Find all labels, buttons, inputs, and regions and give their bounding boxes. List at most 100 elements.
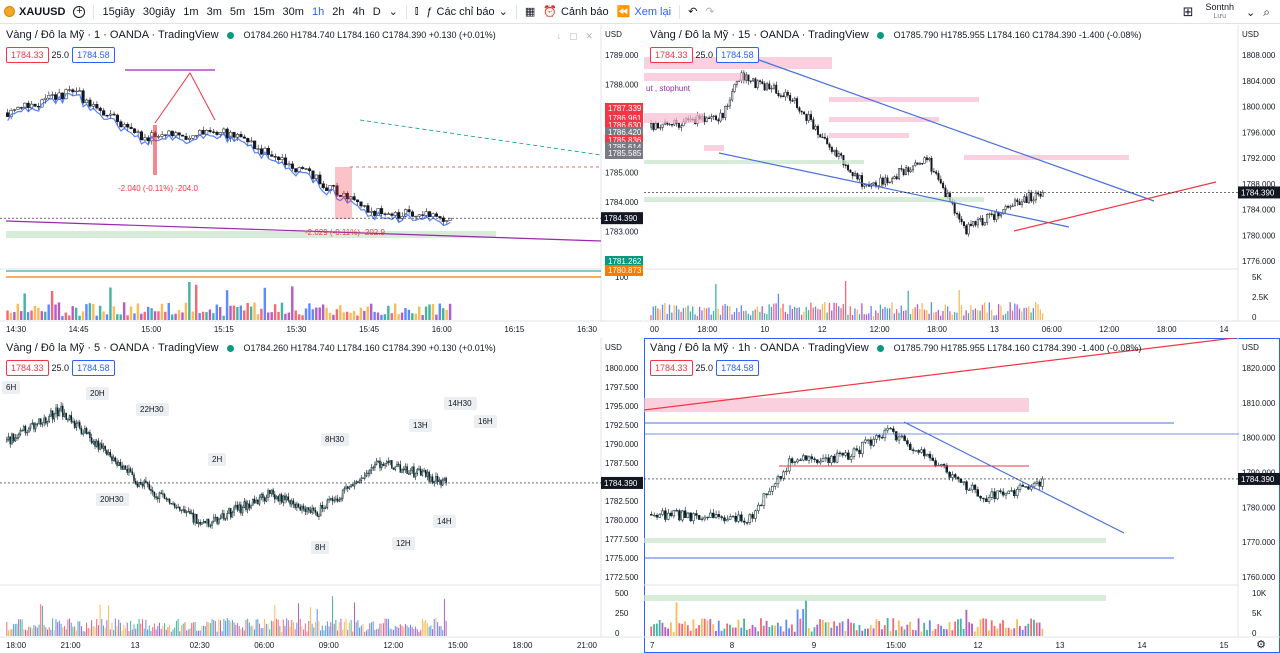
candle-body bbox=[793, 98, 796, 101]
close-icon[interactable]: ✕ bbox=[585, 31, 593, 41]
volume-bar bbox=[326, 621, 328, 636]
interval-2h[interactable]: 2h bbox=[332, 5, 345, 18]
interval-1m[interactable]: 1m bbox=[183, 5, 199, 18]
chart-canvas[interactable]: 1820.0001810.0001800.0001790.0001780.000… bbox=[644, 338, 1280, 653]
sell-button[interactable]: 1784.33 bbox=[6, 47, 49, 63]
candle-body bbox=[1027, 192, 1030, 204]
time-tick-label: 21:00 bbox=[61, 641, 82, 650]
volume-bar bbox=[962, 629, 965, 636]
volume-bar bbox=[44, 311, 47, 320]
volume-bar bbox=[208, 309, 212, 320]
chart-canvas[interactable]: 1808.000 1804.000 1800.000 1796.000 1792.000… bbox=[644, 25, 1280, 337]
interval-5m[interactable]: 5m bbox=[229, 5, 246, 18]
settings-gear-icon[interactable]: ⚙ bbox=[1256, 639, 1266, 651]
volume-bar bbox=[802, 609, 805, 636]
volume-bar bbox=[682, 307, 685, 320]
candle-body bbox=[126, 124, 130, 128]
volume-bar bbox=[748, 628, 751, 636]
volume-bar bbox=[359, 307, 363, 320]
volume-bar bbox=[172, 629, 174, 636]
chart-canvas[interactable]: 1800.000 1797.500 1795.000 1792.500 1790.000… bbox=[0, 338, 643, 653]
maximize-icon[interactable]: ▢ bbox=[568, 31, 578, 41]
candle-body bbox=[369, 210, 373, 213]
price-tick-label: 1772.500 bbox=[605, 573, 639, 582]
chart-title[interactable]: Vàng / Đô la Mỹ · 15 · OANDA · TradingVi… bbox=[650, 29, 869, 41]
indicators-button[interactable]: ƒ Các chỉ báo ⌄ bbox=[426, 5, 508, 19]
candle-body bbox=[816, 125, 819, 135]
candle-body bbox=[661, 123, 664, 128]
chart-title[interactable]: Vàng / Đô la Mỹ · 1h · OANDA · TradingVi… bbox=[650, 342, 869, 354]
chart-pane-3[interactable]: 1800.000 1797.500 1795.000 1792.500 1790.000… bbox=[0, 338, 643, 653]
candle-body bbox=[1009, 205, 1012, 208]
time-tick-label: 15:15 bbox=[214, 325, 235, 334]
alert-button[interactable]: ⏰ Cảnh báo bbox=[543, 5, 609, 19]
candle-body bbox=[787, 458, 791, 472]
volume-bar bbox=[902, 310, 905, 320]
sell-button[interactable]: 1784.33 bbox=[650, 360, 693, 376]
volume-bar bbox=[884, 307, 886, 320]
search-button[interactable]: ⌕ bbox=[1259, 0, 1280, 24]
arrow-down-icon[interactable]: ↓ bbox=[556, 31, 561, 41]
interval-D[interactable]: D bbox=[372, 5, 381, 18]
buy-button[interactable]: 1784.58 bbox=[716, 47, 759, 63]
redo-button[interactable]: ↷ bbox=[701, 0, 718, 24]
templates-button[interactable]: ▦ bbox=[521, 0, 539, 24]
candle-body bbox=[789, 95, 792, 101]
chart-pane-1[interactable]: 1789.0001788.0001787.0001786.0001785.000… bbox=[0, 25, 643, 337]
candle-body bbox=[345, 193, 349, 200]
buy-button[interactable]: 1784.58 bbox=[72, 47, 115, 63]
account-dropdown-button[interactable]: ⌄ bbox=[1242, 0, 1259, 24]
interval-15m[interactable]: 15m bbox=[253, 5, 275, 18]
chart-pane-2[interactable]: 1808.000 1804.000 1800.000 1796.000 1792.000… bbox=[644, 25, 1280, 337]
quote-panel: 1784.33 25.0 1784.58 bbox=[6, 47, 115, 63]
volume-bar bbox=[387, 618, 389, 636]
volume-bar bbox=[867, 628, 869, 636]
undo-button[interactable]: ↶ bbox=[684, 0, 701, 24]
chart-type-button[interactable]: ⫾ bbox=[411, 0, 423, 24]
sell-button[interactable]: 1784.33 bbox=[6, 360, 49, 376]
chart-title[interactable]: Vàng / Đô la Mỹ · 5 · OANDA · TradingVie… bbox=[6, 342, 219, 354]
time-tick-label: 21:00 bbox=[577, 641, 598, 650]
volume-bar bbox=[740, 627, 743, 636]
volume-bar bbox=[849, 306, 851, 320]
volume-bar bbox=[948, 621, 951, 636]
sell-button[interactable]: 1784.33 bbox=[650, 47, 693, 63]
replay-button[interactable]: ⏪ Xem lại bbox=[616, 5, 672, 19]
buy-button[interactable]: 1784.58 bbox=[716, 360, 759, 376]
session-tag-bg bbox=[96, 493, 129, 506]
chart-pane-4[interactable]: 1820.0001810.0001800.0001790.0001780.000… bbox=[644, 338, 1280, 653]
interval-3m[interactable]: 3m bbox=[206, 5, 222, 18]
account-button[interactable]: Sontnh Lưu bbox=[1205, 2, 1235, 21]
interval-15giây[interactable]: 15giây bbox=[102, 5, 135, 18]
candle-body bbox=[208, 129, 212, 133]
compare-button[interactable]: + bbox=[69, 0, 89, 24]
price-level-tag: 1781.262 bbox=[605, 256, 643, 267]
last-price-label: 1784.390 bbox=[1241, 475, 1275, 484]
interval-4h[interactable]: 4h bbox=[352, 5, 365, 18]
interval-dropdown-button[interactable]: ⌄ bbox=[385, 0, 402, 24]
volume-bar bbox=[167, 627, 169, 636]
volume-bar bbox=[401, 625, 403, 636]
chart-canvas[interactable]: 1789.0001788.0001787.0001786.0001785.000… bbox=[0, 25, 643, 337]
volume-bar bbox=[146, 306, 150, 320]
volume-bar bbox=[13, 312, 16, 320]
buy-button[interactable]: 1784.58 bbox=[72, 360, 115, 376]
interval-30giây[interactable]: 30giây bbox=[142, 5, 176, 18]
volume-bar bbox=[23, 293, 26, 320]
volume-bar bbox=[712, 624, 715, 636]
volume-bar bbox=[28, 626, 30, 636]
layout-button[interactable]: ⊞ bbox=[1179, 0, 1198, 24]
symbol-button[interactable]: XAUUSD bbox=[0, 0, 69, 24]
volume-bar bbox=[827, 621, 830, 636]
volume-bar bbox=[833, 621, 836, 636]
chart-title[interactable]: Vàng / Đô la Mỹ · 1 · OANDA · TradingVie… bbox=[6, 29, 219, 41]
volume-bar bbox=[369, 623, 371, 636]
volume-bar bbox=[423, 621, 425, 636]
volume-bar bbox=[352, 311, 356, 320]
volume-bar bbox=[216, 631, 218, 636]
interval-1h[interactable]: 1h bbox=[311, 5, 325, 18]
volume-bar bbox=[181, 312, 184, 320]
time-tick-label: 7 bbox=[650, 641, 655, 650]
volume-bar bbox=[898, 312, 900, 320]
interval-30m[interactable]: 30m bbox=[282, 5, 304, 18]
